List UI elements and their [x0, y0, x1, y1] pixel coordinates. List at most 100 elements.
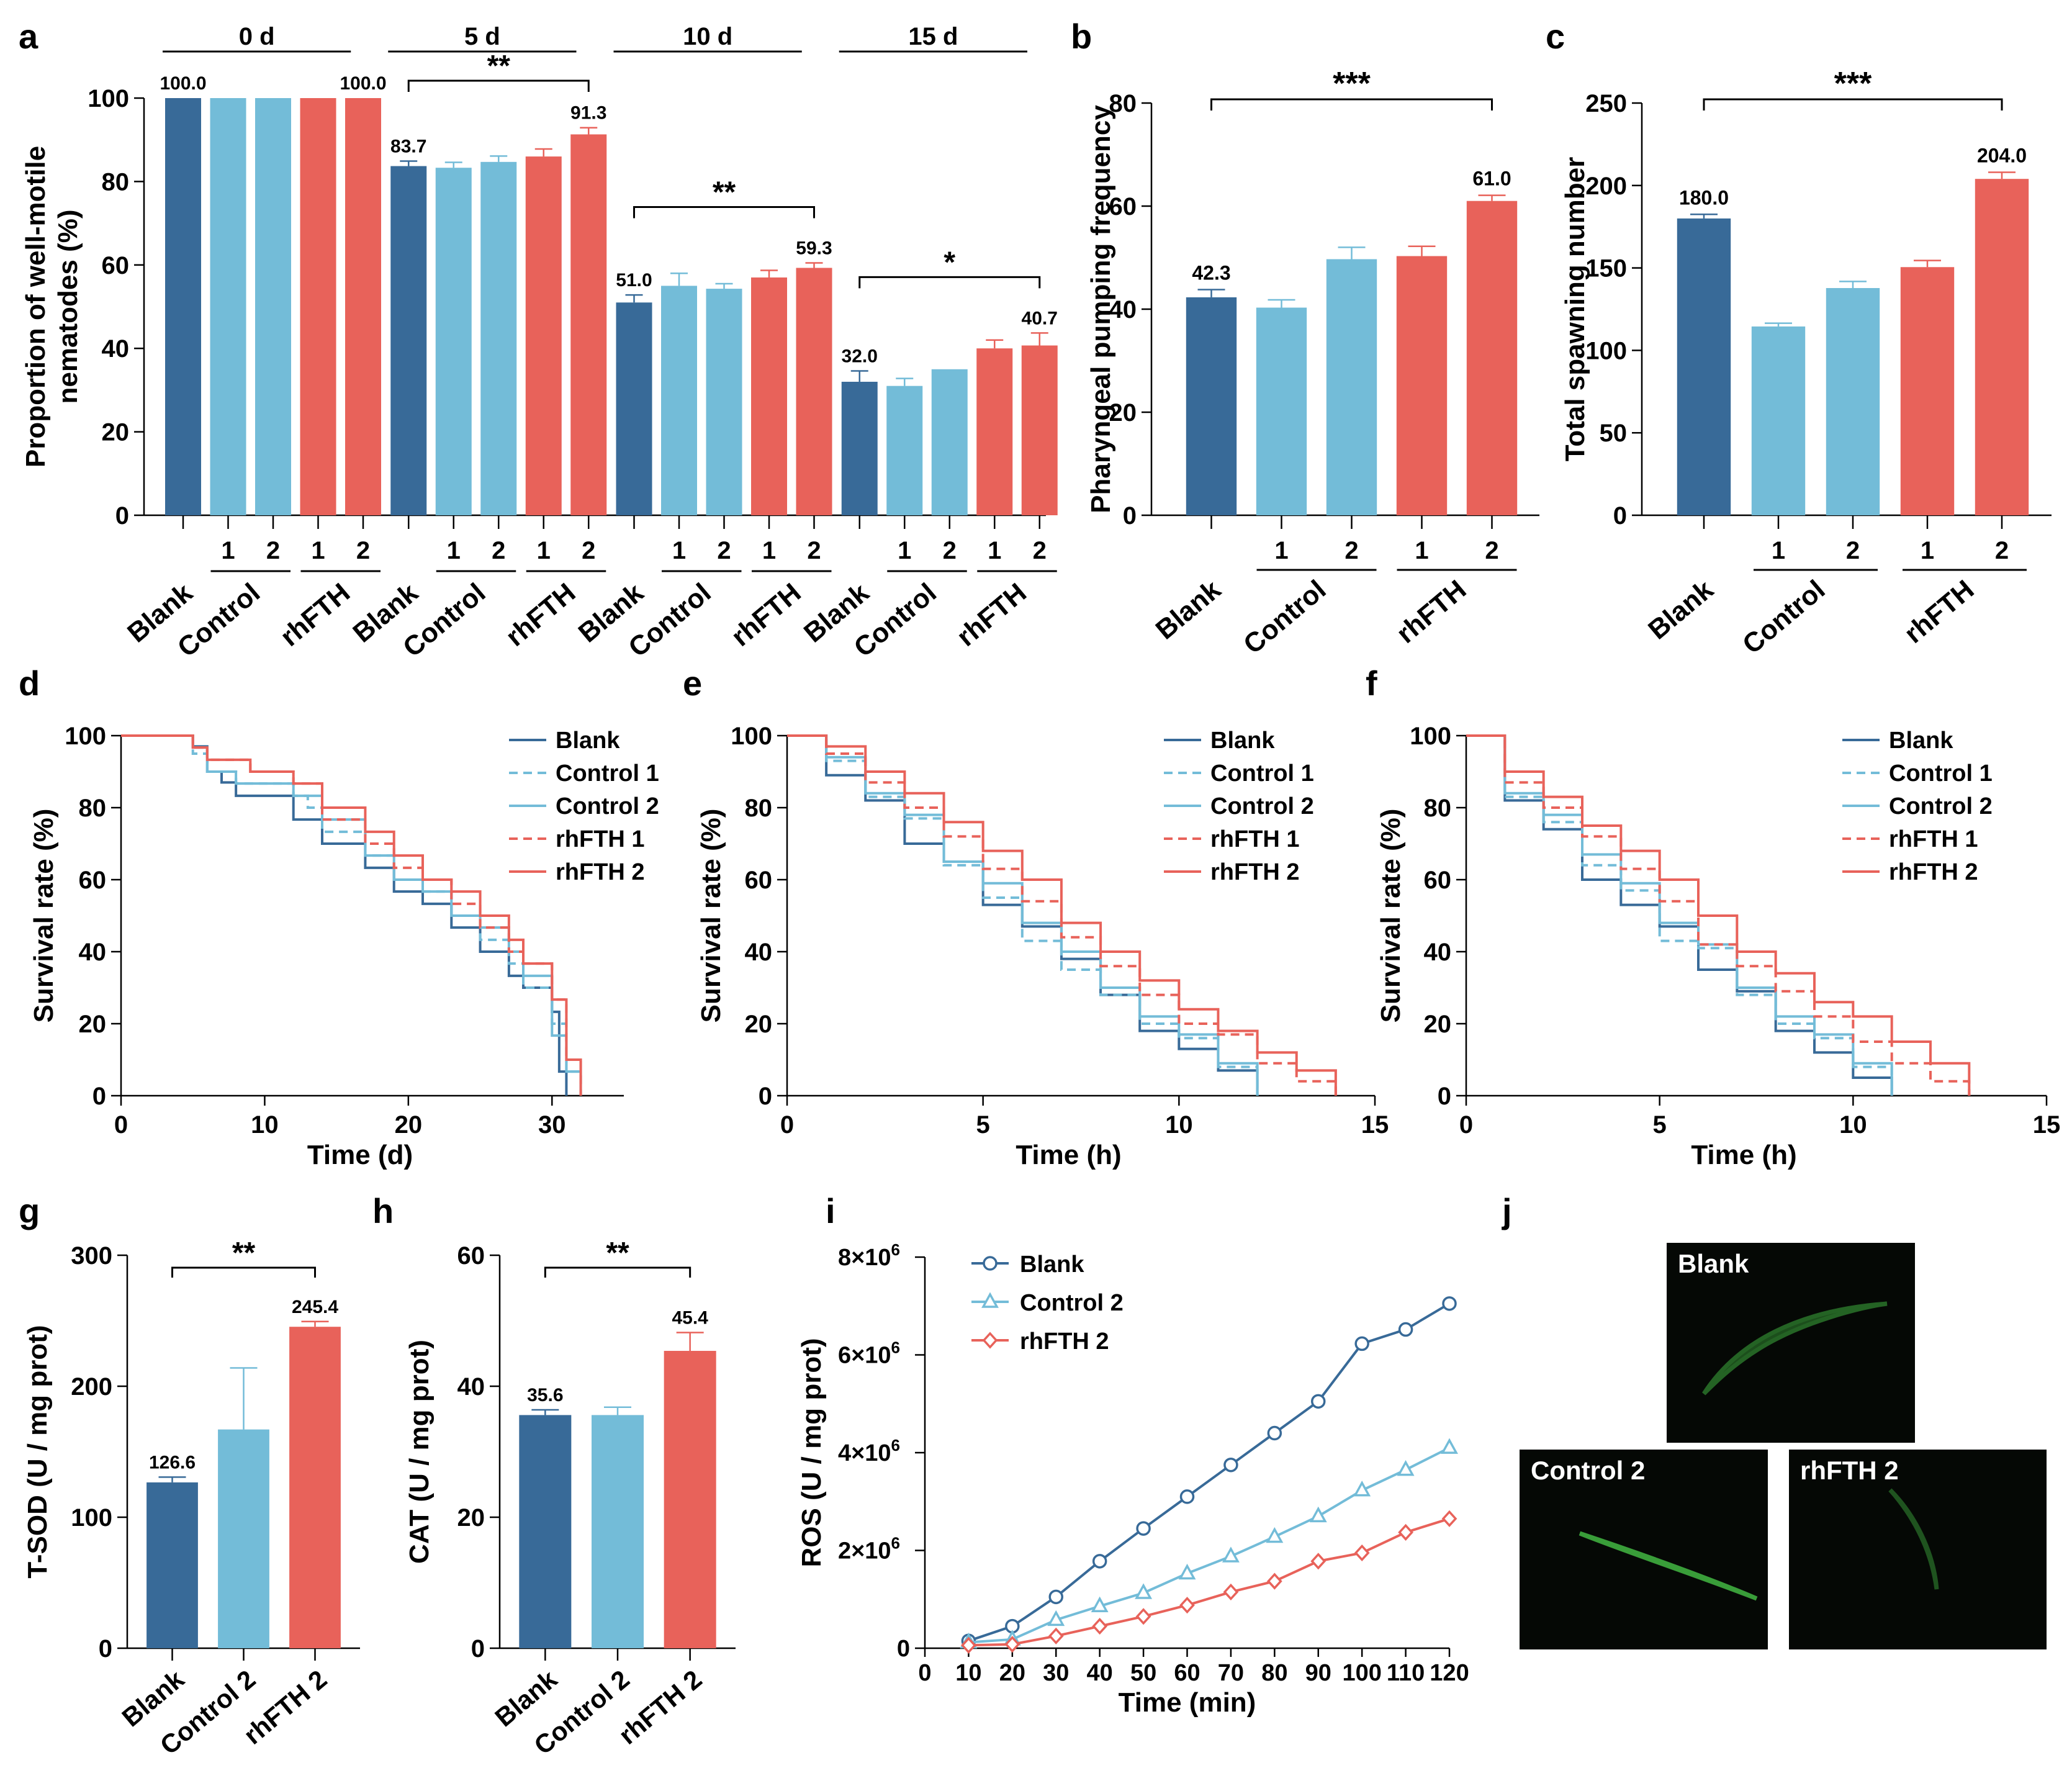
- y-tick-label: 50: [1600, 420, 1628, 447]
- x-tick-label: 20: [395, 1111, 423, 1139]
- x-subtick-label: 1: [762, 537, 776, 564]
- x-axis-title: Time (h): [1016, 1140, 1121, 1170]
- bar: [519, 1415, 572, 1648]
- y-axis-title: Survival rate (%): [29, 809, 59, 1023]
- value-label: 180.0: [1679, 186, 1729, 209]
- y-tick-label: 0: [99, 1635, 112, 1662]
- y-axis-title-line: nematodes (%): [53, 210, 83, 404]
- x-subtick-label: 2: [1033, 537, 1047, 564]
- y-tick-label: 20: [457, 1504, 485, 1532]
- y-tick-label: 100: [1585, 337, 1627, 364]
- x-subtick-label: 1: [1274, 537, 1288, 564]
- panel-f: 0 20 40 60 80 100 0 5 10 15 Time (h) Survival rate …: [1376, 723, 2060, 1170]
- micrograph-label: Blank: [1678, 1249, 1749, 1278]
- bar: [664, 1351, 716, 1648]
- series-line: [968, 1302, 1451, 1643]
- data-point: [1441, 1438, 1458, 1454]
- value-label: 100.0: [340, 73, 386, 94]
- y-tick-label: 40: [457, 1373, 485, 1401]
- x-tick-label: 10: [251, 1111, 279, 1139]
- legend-label: Control 1: [1889, 760, 1993, 787]
- y-tick-label: 0: [1438, 1083, 1451, 1110]
- legend-label: rhFTH 2: [1210, 859, 1300, 885]
- x-tick-label: 5: [976, 1111, 990, 1139]
- significance-bracket: [858, 276, 1041, 289]
- significance-bracket: [1210, 98, 1493, 111]
- bar: [841, 381, 878, 515]
- x-subtick-label: 1: [898, 537, 911, 564]
- bar: [1751, 326, 1806, 515]
- value-label: 40.7: [1022, 308, 1058, 328]
- y-tick-label: 0: [897, 1636, 910, 1662]
- y-tick-label: 60: [79, 867, 107, 894]
- legend-label: Control 2: [1020, 1290, 1124, 1316]
- x-tick-label: 110: [1387, 1660, 1425, 1686]
- data-point: [1354, 1336, 1369, 1351]
- bar: [289, 1327, 341, 1648]
- x-axis-title: Time (min): [1119, 1687, 1256, 1718]
- bar: [1677, 218, 1731, 515]
- legend-label: rhFTH 1: [1889, 826, 1978, 852]
- bar: [480, 161, 517, 515]
- x-subtick-label: 2: [1846, 537, 1860, 564]
- data-point: [1048, 1589, 1063, 1605]
- panel-d: 0 20 40 60 80 100 0 10 20 30 Time (d) Survival rate…: [29, 723, 659, 1170]
- y-tick-label: 20: [79, 1011, 107, 1038]
- y-tick-label: 0: [92, 1083, 106, 1110]
- y-tick-label: 60: [1109, 193, 1137, 220]
- y-tick-label: 80: [102, 168, 130, 196]
- series-line: [1466, 734, 1893, 1096]
- data-point: [1311, 1394, 1326, 1409]
- value-label: 126.6: [149, 1452, 196, 1473]
- value-label: 32.0: [842, 346, 878, 366]
- bar: [931, 369, 968, 515]
- x-tick-label: 0: [1459, 1111, 1473, 1139]
- value-label: 245.4: [292, 1297, 338, 1317]
- value-label: 91.3: [570, 103, 606, 124]
- data-point: [1397, 1459, 1415, 1476]
- x-tick-label: 90: [1305, 1660, 1331, 1686]
- significance-marker: **: [232, 1237, 256, 1270]
- bar: [146, 1482, 198, 1648]
- x-axis-title: Time (d): [307, 1140, 413, 1170]
- data-point: [1398, 1322, 1413, 1337]
- y-tick-label: 0: [1123, 502, 1137, 530]
- panel-letter-h: h: [372, 1191, 394, 1230]
- y-axis-title-line: Proportion of well-motile: [20, 146, 51, 467]
- y-tick-label: 80: [745, 795, 773, 822]
- bar: [616, 302, 652, 515]
- data-point: [1179, 1597, 1195, 1614]
- legend-label: Control 2: [1210, 793, 1314, 819]
- group-header-label: 0 d: [239, 23, 275, 50]
- bar: [976, 348, 1013, 515]
- y-tick-label: 60: [1424, 867, 1452, 894]
- worm-fluorescence: [1888, 1488, 1939, 1590]
- y-tick-label: 60: [745, 867, 773, 894]
- bar: [570, 134, 607, 516]
- micrograph-0: [1667, 1243, 1915, 1443]
- bar: [1975, 179, 2029, 515]
- bar: [1256, 307, 1307, 515]
- x-tick-label: 10: [1165, 1111, 1193, 1139]
- data-point: [983, 1256, 998, 1271]
- y-tick-label: 8×106: [838, 1240, 900, 1271]
- legend-label: rhFTH 2: [1020, 1329, 1109, 1355]
- panel-letter-e: e: [683, 664, 702, 703]
- x-subtick-label: 2: [1485, 537, 1498, 564]
- x-tick-label: 0: [918, 1660, 931, 1686]
- data-point: [1135, 1608, 1151, 1625]
- x-tick-label: 0: [114, 1111, 128, 1139]
- bar: [592, 1415, 644, 1648]
- value-label: 61.0: [1472, 168, 1511, 190]
- x-subtick-label: 1: [1415, 537, 1428, 564]
- y-tick-label: 60: [102, 252, 130, 279]
- value-label: 204.0: [1977, 145, 2027, 167]
- y-tick-label: 100: [1410, 723, 1451, 750]
- y-tick-label: 100: [65, 723, 106, 750]
- legend-label: Blank: [1889, 728, 1953, 754]
- bar: [300, 98, 336, 515]
- value-label: 51.0: [616, 270, 652, 291]
